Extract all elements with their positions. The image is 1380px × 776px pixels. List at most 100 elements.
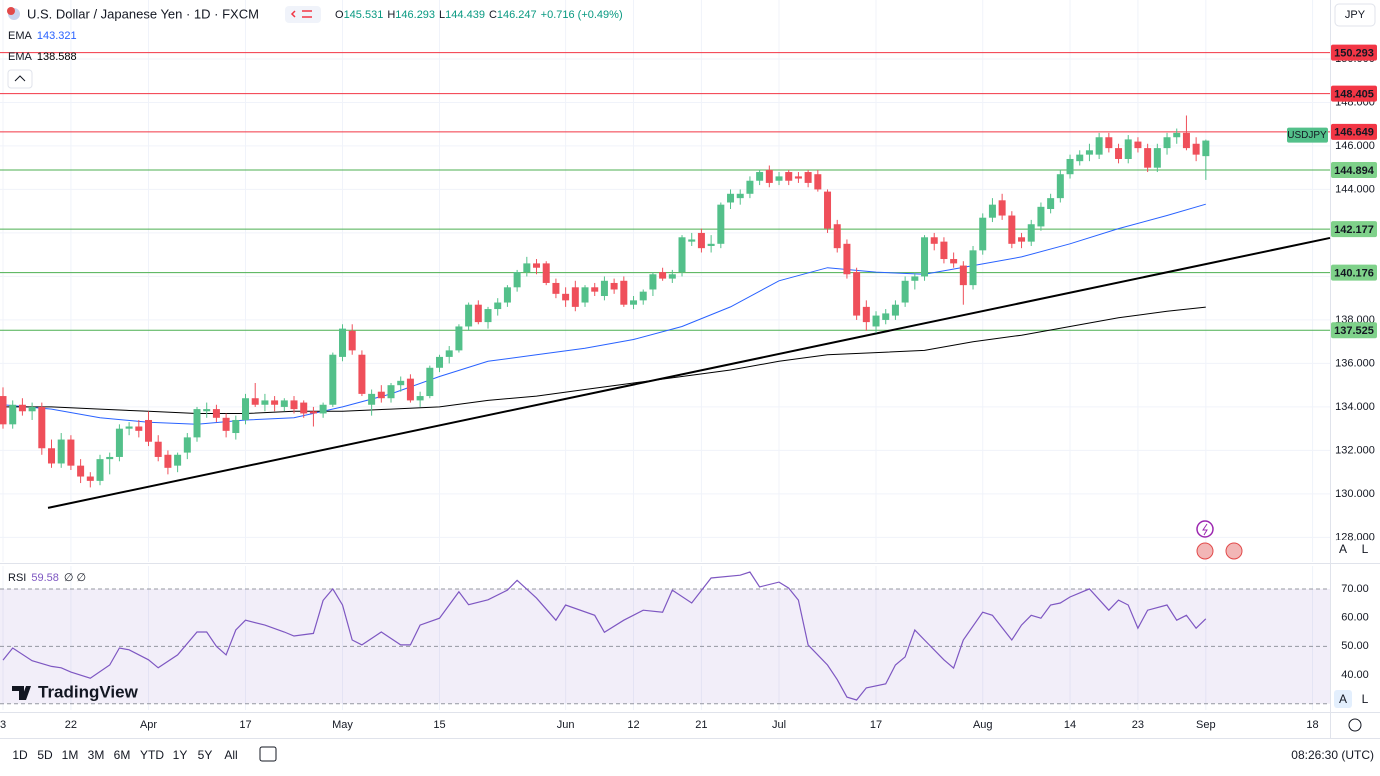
candle-body (872, 315, 880, 327)
range-button[interactable]: 5Y (198, 748, 213, 762)
range-button[interactable]: 1D (12, 748, 28, 762)
candle-body (280, 400, 288, 407)
logo-icon (12, 686, 31, 700)
range-button[interactable]: All (224, 748, 237, 762)
candle-body (1008, 215, 1016, 244)
date-range-icon[interactable] (259, 746, 277, 762)
rsi-extra: ∅ ∅ (64, 572, 86, 584)
scale-button[interactable] (1334, 690, 1352, 708)
change: +0.716 (+0.49%) (541, 9, 623, 21)
candle-body (911, 276, 919, 281)
candle-body (1134, 141, 1142, 149)
candle-body (0, 396, 7, 425)
candle-body (426, 367, 434, 397)
range-button[interactable]: 5D (37, 748, 53, 762)
event-flag[interactable] (1196, 542, 1214, 560)
range-button[interactable]: 1Y (173, 748, 188, 762)
range-button[interactable]: 3M (88, 748, 105, 762)
candle-body (455, 326, 463, 351)
candle-body (998, 200, 1006, 216)
legend-entry: EMA 143.321 (8, 30, 77, 42)
y-tick-label: 134.000 (1335, 401, 1375, 413)
candle-body (377, 391, 385, 399)
candle-body (503, 287, 511, 303)
x-tick-label: 21 (695, 719, 707, 731)
x-tick-label: 18 (1306, 719, 1318, 731)
candle-body (1018, 237, 1026, 242)
candle-body (1095, 137, 1103, 155)
ohlc-values: O145.531 H146.293 L144.439 C146.247 +0.716 (… (335, 9, 623, 21)
settings-icon[interactable] (1348, 718, 1362, 732)
x-tick-label: 3 (0, 719, 6, 731)
level-label: 146.649 (1334, 127, 1374, 139)
candle-body (154, 441, 162, 457)
candle-body (38, 406, 46, 449)
range-button[interactable]: YTD (140, 748, 164, 762)
collapse-button[interactable] (7, 69, 33, 89)
legend-name: EMA (8, 30, 33, 42)
candle-body (591, 287, 599, 292)
candle-body (67, 439, 75, 466)
ema-line (2, 203, 1206, 425)
candle-body (639, 291, 647, 301)
candle-body (203, 409, 211, 412)
scale-button[interactable] (1356, 690, 1374, 708)
clock: 08:26:30 (UTC) (1291, 748, 1374, 762)
y-tick-label: 144.000 (1335, 183, 1375, 195)
candle-body (145, 419, 153, 442)
candle-body (581, 287, 589, 303)
candle-body (562, 293, 570, 301)
scale-button-label: L (1362, 542, 1369, 556)
level-label-box (1331, 44, 1377, 61)
compare-button[interactable] (285, 6, 321, 23)
scale-button-label: A (1339, 692, 1347, 706)
candle-body (523, 263, 531, 273)
chart-title: U.S. Dollar / Japanese Yen · 1D · FXCM (27, 6, 259, 21)
y-tick-label: 130.000 (1335, 488, 1375, 500)
candle-body (9, 404, 17, 425)
range-button[interactable]: 6M (114, 748, 131, 762)
candle-body (174, 454, 182, 466)
x-tick-label: Aug (973, 719, 993, 731)
candle-body (552, 282, 560, 294)
candle-body (96, 459, 104, 481)
candle-body (1027, 224, 1035, 242)
candle-body (649, 274, 657, 290)
range-button[interactable]: 1M (62, 748, 79, 762)
candle-body (1192, 143, 1200, 155)
candle-body (77, 465, 85, 477)
candle-body (901, 280, 909, 303)
candle-body (445, 350, 453, 357)
candle-body (1173, 132, 1181, 138)
candle-body (57, 439, 65, 464)
candle-body (824, 191, 832, 229)
ohlc-value: 146.293 (395, 9, 435, 21)
rsi-tick-label: 50.00 (1341, 640, 1369, 652)
candle-body (164, 454, 172, 468)
candle-body (668, 274, 676, 279)
x-tick-label: Jun (557, 719, 575, 731)
candle-body (1085, 150, 1093, 155)
scale-button[interactable] (1356, 540, 1374, 558)
candle-body (474, 304, 482, 323)
logo: TradingView (38, 682, 139, 701)
level-label: 150.293 (1334, 47, 1374, 59)
scale-button[interactable] (1334, 540, 1352, 558)
candle-body (300, 402, 308, 414)
plot-layer: 3 22 Apr 17 May 15 Jun 12 21 Jul 17 Aug 14 23 Sep 18128… (0, 0, 1377, 731)
x-tick-label: May (332, 719, 353, 731)
level-label: 140.176 (1334, 268, 1374, 280)
candle-body (106, 456, 114, 460)
candle-body (222, 417, 230, 431)
rsi-line (2, 571, 1207, 701)
event-flag[interactable] (1225, 542, 1243, 560)
candle-body (862, 306, 870, 323)
currency-button[interactable] (1334, 3, 1376, 27)
candle-body (290, 400, 298, 410)
candle-body (18, 404, 26, 412)
candle-body (183, 437, 191, 453)
event-icon[interactable] (1196, 520, 1214, 538)
candle-body (765, 169, 773, 183)
